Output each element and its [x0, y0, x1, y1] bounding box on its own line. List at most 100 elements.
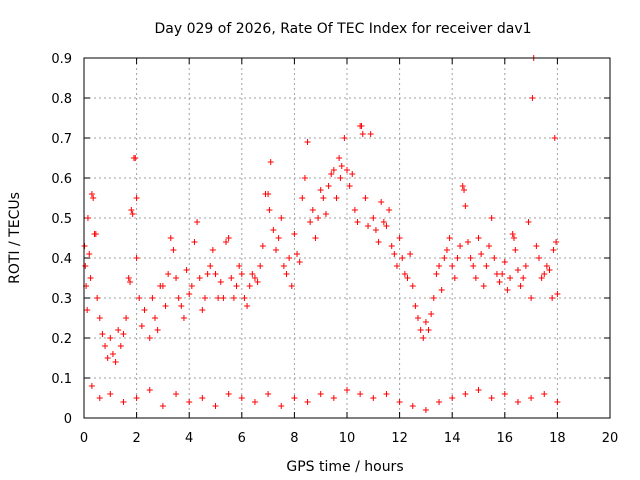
data-point [251, 275, 258, 281]
data-point [278, 215, 285, 221]
data-point [344, 167, 350, 173]
data-point [146, 335, 153, 341]
data-point [86, 251, 93, 257]
data-point [183, 267, 190, 273]
data-point [88, 191, 95, 197]
data-point [149, 295, 156, 301]
data-point [472, 275, 479, 281]
data-point [333, 195, 340, 201]
y-tick-label: 0.9 [51, 52, 72, 67]
data-point [470, 263, 477, 269]
data-point [228, 275, 235, 281]
data-point [438, 287, 445, 293]
data-point [461, 187, 468, 193]
data-point [249, 271, 256, 277]
data-point [265, 391, 272, 397]
data-point [514, 399, 521, 405]
x-tick-label: 14 [444, 431, 461, 446]
data-point [514, 267, 521, 273]
data-point [299, 195, 306, 201]
data-point [173, 275, 180, 281]
data-point [436, 399, 443, 405]
data-point [82, 263, 89, 269]
data-point [386, 207, 393, 213]
data-point [509, 231, 516, 237]
y-tick-label: 0.4 [51, 252, 72, 267]
data-point [478, 251, 485, 257]
data-point [341, 135, 348, 141]
data-point [212, 403, 219, 409]
data-point [99, 331, 106, 337]
data-point [180, 315, 187, 321]
data-point [543, 263, 550, 269]
data-point [102, 343, 109, 349]
data-point [212, 271, 219, 277]
data-point [236, 263, 243, 269]
data-point [428, 311, 435, 317]
data-point [475, 387, 482, 393]
data-point [399, 255, 406, 261]
data-point [464, 239, 471, 245]
data-point [407, 251, 414, 257]
y-tick-label: 0.1 [51, 372, 72, 387]
data-point [517, 283, 524, 289]
data-point [446, 235, 453, 241]
data-point [330, 167, 337, 173]
data-point [422, 407, 429, 413]
data-point [420, 335, 427, 341]
data-point [94, 295, 101, 301]
data-point [170, 247, 177, 253]
data-point [354, 219, 361, 225]
data-point [367, 131, 374, 137]
y-axis-label: ROTI / TECUs [7, 192, 23, 284]
data-point [554, 291, 561, 297]
data-point [136, 295, 143, 301]
data-point [96, 395, 103, 401]
data-point [217, 279, 224, 285]
data-point [146, 387, 153, 393]
data-point [393, 263, 400, 269]
x-tick-label: 8 [290, 431, 298, 446]
plot-frame [83, 57, 611, 419]
data-point [457, 243, 464, 249]
data-point [159, 403, 166, 409]
grid-lines [84, 58, 610, 418]
data-point [488, 395, 495, 401]
data-point [267, 159, 274, 165]
data-point [383, 223, 390, 229]
data-point [81, 243, 88, 249]
data-point [475, 235, 482, 241]
data-point [493, 271, 500, 277]
data-point [123, 315, 130, 321]
data-point [511, 235, 518, 241]
data-point [88, 383, 95, 389]
data-point [441, 255, 448, 261]
data-point [396, 235, 403, 241]
data-point [233, 283, 240, 289]
y-tick-label: 0.6 [51, 172, 72, 187]
data-point [550, 247, 557, 253]
data-point [178, 303, 185, 309]
data-point [454, 255, 461, 261]
data-point [396, 399, 403, 405]
data-point [294, 251, 301, 257]
data-point [167, 235, 174, 241]
data-point [84, 215, 91, 221]
data-point [501, 391, 508, 397]
data-point [417, 327, 424, 333]
data-point [186, 291, 193, 297]
data-point [199, 307, 206, 313]
x-tick-label: 10 [339, 431, 356, 446]
data-point [207, 263, 214, 269]
data-point [238, 271, 245, 277]
data-point [84, 307, 91, 313]
data-point [109, 351, 116, 357]
data-point [257, 263, 264, 269]
data-point [370, 215, 377, 221]
data-point [357, 391, 364, 397]
data-point [133, 255, 140, 261]
data-point [425, 327, 432, 333]
data-point [512, 247, 519, 253]
data-point [307, 219, 314, 225]
data-point [291, 395, 298, 401]
